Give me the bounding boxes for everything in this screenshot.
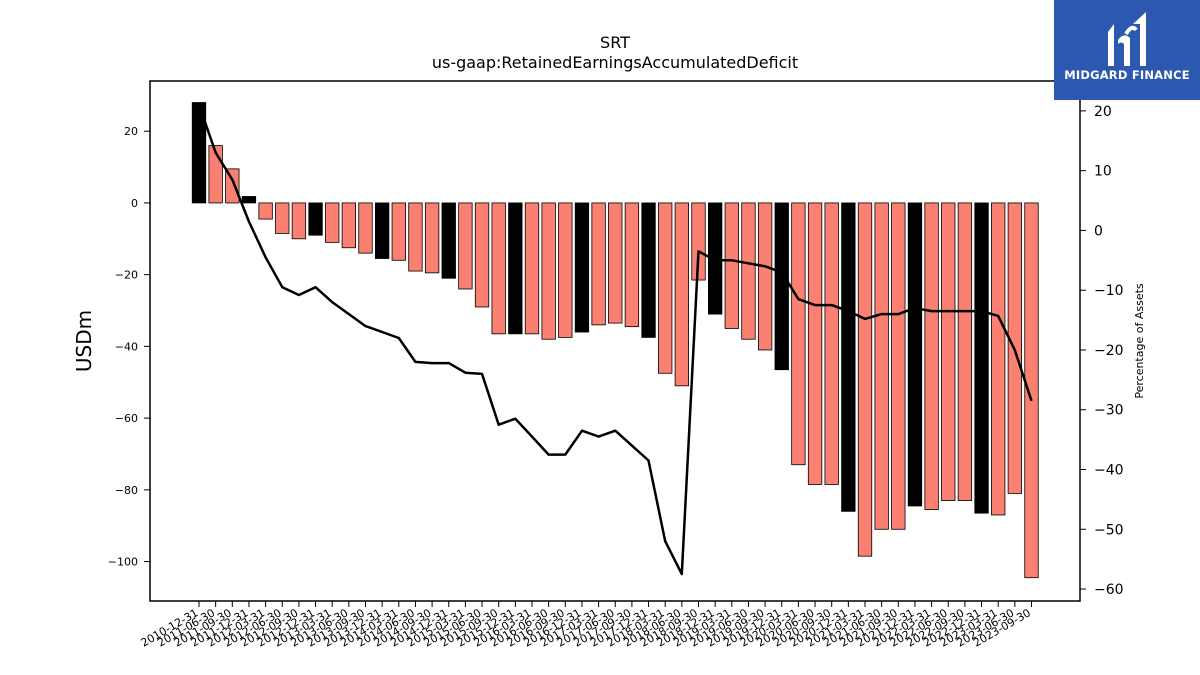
right-axis-label: Percentage of Assets — [1133, 283, 1146, 399]
bar — [841, 202, 856, 512]
bar — [341, 202, 357, 249]
bar — [241, 196, 257, 204]
chart-title: SRT — [600, 33, 630, 52]
bar — [458, 202, 473, 290]
bar — [491, 202, 506, 335]
left-axis-label: USDm — [72, 310, 96, 372]
bar — [524, 202, 540, 335]
bar — [907, 202, 923, 507]
y-tick-label: −80 — [115, 484, 138, 497]
bar — [807, 202, 823, 485]
y-tick-label: −40 — [115, 340, 138, 353]
bar — [424, 202, 440, 274]
y-tick-label: −20 — [115, 269, 138, 282]
bar — [308, 202, 323, 236]
bar — [391, 202, 406, 261]
line-series — [197, 104, 1033, 576]
bar — [291, 202, 307, 240]
right-axis-ticks: 20 10 0 −10 −20 −30 −40 −50 −60 — [1080, 104, 1124, 598]
bar — [325, 202, 340, 243]
bar — [741, 202, 756, 340]
plot-frame — [149, 80, 1081, 602]
bar — [574, 202, 590, 333]
y2-tick-label: −50 — [1094, 522, 1124, 538]
bar — [824, 202, 839, 485]
y-tick-label: 20 — [124, 125, 138, 138]
bar — [941, 202, 956, 501]
bar — [624, 202, 640, 328]
y-tick-label: −60 — [115, 412, 138, 425]
y-tick-label: 0 — [131, 197, 138, 210]
bar — [358, 202, 373, 254]
bar — [408, 202, 423, 272]
midgard-finance-logo: MIDGARD FINANCE — [1054, 0, 1200, 100]
y2-tick-label: −20 — [1094, 343, 1124, 359]
bar — [691, 202, 706, 281]
bar — [641, 202, 656, 338]
bar — [991, 202, 1006, 516]
y2-tick-label: −30 — [1094, 403, 1124, 419]
bar — [441, 202, 456, 279]
bar — [757, 202, 773, 351]
bar — [225, 168, 240, 204]
y2-tick-label: −40 — [1094, 463, 1124, 479]
bar — [374, 202, 390, 259]
bar — [191, 102, 207, 204]
bar — [708, 202, 723, 315]
y-tick-label: −100 — [108, 556, 138, 569]
y2-tick-label: −10 — [1094, 283, 1124, 299]
bar — [608, 202, 623, 324]
bar — [1024, 202, 1039, 579]
bar — [974, 202, 989, 514]
bar — [275, 202, 290, 234]
logo-text: MIDGARD FINANCE — [1064, 68, 1190, 82]
bar — [874, 202, 889, 530]
bar — [258, 202, 273, 220]
bar — [774, 202, 789, 371]
bar — [674, 202, 689, 387]
series-line — [197, 104, 1033, 576]
bar — [474, 202, 490, 308]
bar — [558, 202, 573, 338]
bar — [957, 202, 973, 501]
y2-tick-label: 10 — [1094, 164, 1112, 180]
bar — [891, 202, 906, 530]
chart-subtitle: us-gaap:RetainedEarningsAccumulatedDefic… — [432, 53, 798, 72]
bar — [724, 202, 739, 329]
y2-tick-label: 20 — [1094, 104, 1112, 120]
left-axis-ticks: 20 0 −20 −40 −60 −80 −100 — [108, 125, 150, 569]
bar — [658, 202, 673, 374]
bar — [924, 202, 939, 510]
bar — [591, 202, 606, 326]
y2-tick-label: −60 — [1094, 582, 1124, 598]
x-axis-ticks: 2010-12-312011-06-302011-09-302011-12-31… — [139, 601, 1033, 650]
bar-series — [191, 102, 1039, 579]
midgard-logo-icon — [1108, 12, 1146, 66]
y2-tick-label: 0 — [1094, 223, 1103, 239]
bar — [857, 202, 873, 557]
bar — [541, 202, 556, 340]
bar — [791, 202, 806, 466]
bar — [508, 202, 523, 335]
